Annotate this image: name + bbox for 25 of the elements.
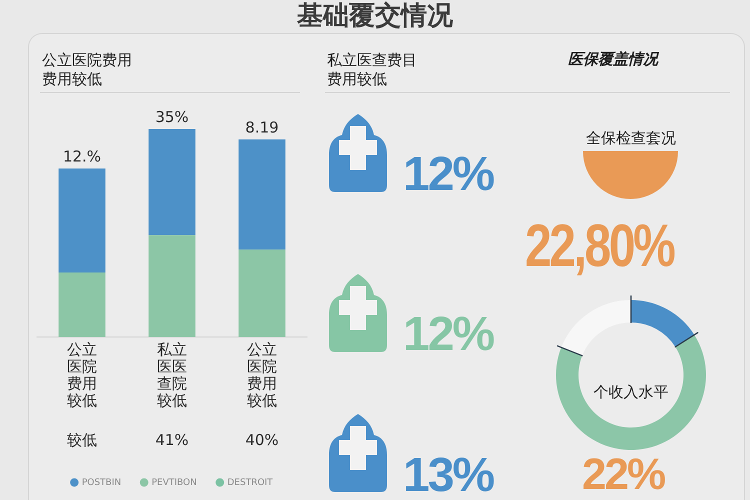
text: 22,80% bbox=[525, 212, 674, 279]
text: 基础覆交情况 bbox=[296, 1, 454, 31]
text: 费用较低 bbox=[327, 70, 387, 88]
text: 40% bbox=[245, 430, 279, 449]
chart-title: 医保覆盖情况 bbox=[568, 50, 658, 68]
text: 13% bbox=[403, 449, 494, 500]
chart-subtitle: 费用较低 bbox=[42, 70, 102, 88]
legend-label: POSTBIN bbox=[82, 478, 122, 488]
text: 22% bbox=[582, 450, 664, 499]
x-tick-label: 公立医院费用较低 bbox=[247, 340, 277, 410]
annotation: 12.% bbox=[62, 148, 102, 166]
text: 个收入水平 bbox=[592, 382, 670, 402]
legend-label: PEVTIBON bbox=[152, 478, 197, 488]
text: 41% bbox=[155, 430, 189, 449]
text: 35% bbox=[155, 108, 189, 126]
chart-title: 公立医院费用 bbox=[42, 51, 132, 69]
x-tick-label: 公立医院费用较低 bbox=[67, 340, 97, 410]
legend-label: DESTROIT bbox=[227, 478, 274, 488]
annotation: 8.19 bbox=[245, 118, 279, 136]
chart-subtitle: 全保检查套况 bbox=[585, 129, 677, 147]
text: 较低 bbox=[67, 430, 97, 449]
text: 12% bbox=[403, 308, 494, 361]
text: 私立医查费目 bbox=[327, 51, 417, 69]
x-tick-label: 私立医医查院较低 bbox=[157, 340, 187, 410]
text: 12% bbox=[403, 148, 494, 201]
